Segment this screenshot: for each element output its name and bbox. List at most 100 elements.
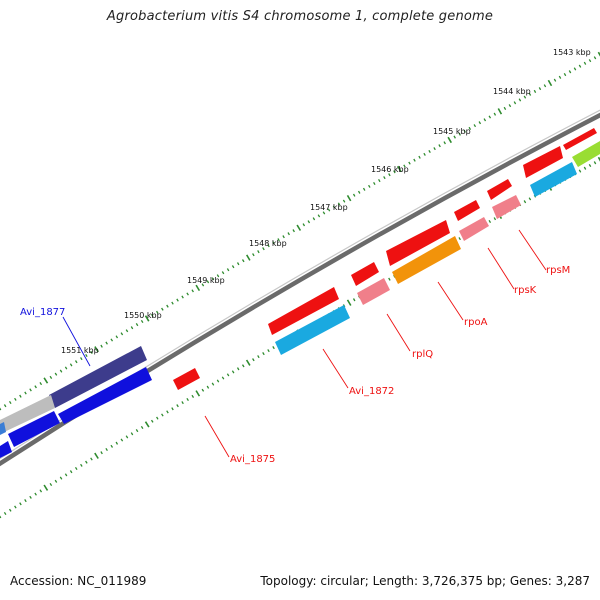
gene-feature-blue[interactable] bbox=[58, 367, 152, 424]
gene-feature-gray[interactable] bbox=[0, 395, 55, 434]
gene-feature-cyan[interactable] bbox=[530, 162, 577, 197]
ruler-minor-tick bbox=[181, 401, 184, 405]
ruler-minor-tick bbox=[322, 211, 326, 215]
ruler-minor-tick bbox=[413, 158, 416, 162]
ruler-minor-tick bbox=[327, 208, 331, 212]
ruler-minor-tick bbox=[588, 59, 592, 63]
gene-label-rpsm[interactable]: rpsM bbox=[546, 265, 570, 276]
ruler-minor-tick bbox=[201, 283, 205, 287]
ruler-minor-tick bbox=[483, 118, 487, 122]
leader-rpoa bbox=[437, 281, 464, 321]
ruler-major-tick bbox=[597, 156, 600, 162]
ruler-minor-tick bbox=[262, 352, 265, 356]
ruler-minor-tick bbox=[186, 292, 189, 296]
gene-feature-orange[interactable] bbox=[392, 236, 461, 284]
ruler-minor-tick bbox=[408, 161, 411, 165]
ruler-minor-tick bbox=[135, 429, 139, 433]
ruler-minor-tick bbox=[90, 457, 93, 461]
gene-feature-red[interactable] bbox=[523, 146, 563, 178]
ruler-minor-tick bbox=[201, 388, 205, 392]
genome-stats: Topology: circular; Length: 3,726,375 bp… bbox=[260, 574, 590, 588]
gene-feature-blue[interactable] bbox=[0, 441, 12, 458]
gene-features bbox=[0, 128, 600, 458]
ruler-minor-tick bbox=[568, 70, 572, 74]
ruler-minor-tick bbox=[272, 241, 275, 245]
ruler-minor-tick bbox=[378, 178, 381, 183]
ruler-minor-tick bbox=[523, 200, 527, 204]
gene-feature-red[interactable] bbox=[173, 368, 200, 390]
gene-feature-red[interactable] bbox=[268, 287, 339, 335]
ruler-minor-tick bbox=[59, 476, 63, 480]
ruler-minor-tick bbox=[583, 61, 587, 65]
ruler-minor-tick bbox=[231, 370, 235, 374]
ruler-minor-tick bbox=[59, 369, 63, 373]
ruler-minor-tick bbox=[74, 466, 78, 471]
ruler-minor-tick bbox=[115, 441, 119, 445]
ruler-minor-tick bbox=[578, 169, 582, 173]
gene-label-avi1872[interactable]: Avi_1872 bbox=[349, 386, 394, 397]
kbp-label: 1551 kbp bbox=[61, 346, 99, 355]
ruler-minor-tick bbox=[181, 295, 184, 299]
gene-feature-pink[interactable] bbox=[357, 278, 390, 305]
kbp-label: 1546 kbp bbox=[371, 165, 409, 174]
ruler-minor-tick bbox=[125, 329, 129, 333]
ruler-minor-tick bbox=[54, 372, 58, 376]
leader-rplq bbox=[386, 313, 411, 352]
gene-feature-pink[interactable] bbox=[492, 195, 521, 219]
ruler-minor-tick bbox=[64, 473, 68, 477]
ruler-minor-tick bbox=[573, 67, 577, 71]
gene-feature-red[interactable] bbox=[386, 220, 450, 266]
ruler-major-tick bbox=[597, 51, 600, 57]
ruler-major-tick bbox=[144, 315, 150, 322]
ruler-minor-tick bbox=[468, 126, 472, 131]
gene-feature-red[interactable] bbox=[563, 128, 597, 150]
kbp-label: 1550 kbp bbox=[124, 311, 162, 320]
ruler-minor-tick bbox=[221, 271, 225, 275]
ruler-minor-tick bbox=[100, 344, 103, 348]
gene-feature-red[interactable] bbox=[487, 179, 512, 200]
ruler-minor-tick bbox=[130, 432, 134, 436]
ruler-minor-tick bbox=[166, 304, 169, 308]
gene-labels: Avi_1877 rpsM rpsK rpoA rplQ Avi_1872 Av… bbox=[20, 265, 570, 465]
kbp-label: 1544 kbp bbox=[493, 87, 531, 96]
gene-label-rplq[interactable]: rplQ bbox=[412, 349, 433, 360]
ruler-minor-tick bbox=[39, 489, 43, 493]
ruler-major-tick bbox=[397, 165, 402, 173]
ruler-minor-tick bbox=[282, 235, 285, 239]
ruler-major-tick bbox=[43, 484, 49, 491]
ruler-minor-tick bbox=[19, 394, 22, 398]
gene-feature-pink[interactable] bbox=[459, 217, 489, 241]
ruler-minor-tick bbox=[473, 124, 477, 128]
gene-feature-navy[interactable] bbox=[49, 346, 147, 408]
ruler-major-tick bbox=[195, 390, 201, 397]
ruler-minor-tick bbox=[578, 64, 582, 68]
ruler-minor-tick bbox=[423, 152, 426, 156]
accession-label: Accession: NC_011989 bbox=[10, 574, 147, 588]
ruler-major-tick bbox=[94, 452, 99, 459]
ruler-minor-tick bbox=[231, 265, 235, 269]
ruler-minor-tick bbox=[236, 262, 240, 266]
gene-feature-cyan[interactable] bbox=[275, 305, 350, 355]
ruler-minor-tick bbox=[428, 149, 431, 154]
ruler-major-tick bbox=[346, 299, 352, 306]
gene-feature-red[interactable] bbox=[351, 262, 379, 286]
gene-label-avi1875[interactable]: Avi_1875 bbox=[230, 454, 275, 465]
ruler-major-tick bbox=[447, 136, 452, 144]
ruler-minor-tick bbox=[80, 357, 83, 361]
ruler-major-tick bbox=[43, 377, 49, 384]
gene-label-avi1877[interactable]: Avi_1877 bbox=[20, 307, 65, 318]
ruler-minor-tick bbox=[503, 106, 507, 111]
gene-feature-lime[interactable] bbox=[572, 141, 600, 167]
ruler-minor-tick bbox=[418, 155, 421, 159]
gene-feature-lightblue[interactable] bbox=[0, 422, 6, 435]
ruler-minor-tick bbox=[186, 397, 189, 402]
gene-feature-red[interactable] bbox=[454, 200, 480, 221]
ruler-minor-tick bbox=[287, 232, 290, 236]
ruler-minor-tick bbox=[8, 400, 12, 405]
ruler-minor-tick bbox=[252, 358, 255, 362]
gene-label-rpoa[interactable]: rpoA bbox=[464, 317, 488, 328]
ruler-minor-tick bbox=[458, 132, 461, 136]
gene-feature-blue[interactable] bbox=[8, 411, 60, 447]
ruler-minor-tick bbox=[171, 407, 174, 411]
gene-label-rpsk[interactable]: rpsK bbox=[514, 285, 537, 296]
